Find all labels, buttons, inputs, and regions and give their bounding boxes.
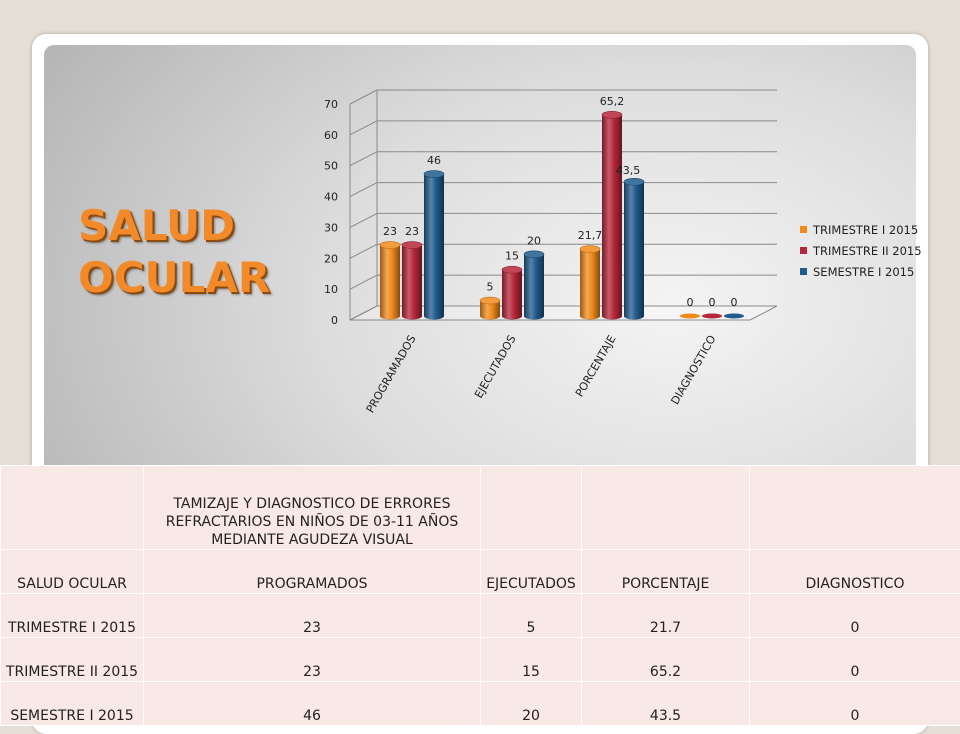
table-cell: 0	[750, 594, 960, 638]
y-tick-label: 70	[324, 98, 338, 111]
gridline-side	[350, 90, 377, 104]
table-heading: TAMIZAJE Y DIAGNOSTICO DE ERRORES REFRAC…	[144, 466, 481, 550]
bar-programados-s1-top	[380, 242, 400, 249]
table-row: TRIMESTRE II 2015 23 15 65.2 0	[1, 638, 960, 682]
gridline-side	[350, 121, 377, 135]
data-label: 0	[687, 296, 694, 309]
data-label: 21,7	[578, 229, 603, 242]
table-cell-empty	[481, 466, 582, 550]
gridline-side	[350, 183, 377, 197]
y-tick-label: 0	[331, 314, 338, 327]
bar-ejecutados-s3	[524, 254, 544, 319]
table-cell: 43.5	[582, 682, 750, 726]
table-cell: 23	[144, 638, 481, 682]
legend-item-trimestre-i: TRIMESTRE I 2015	[800, 219, 922, 240]
table-cell: 0	[750, 638, 960, 682]
y-tick-label: 30	[324, 221, 338, 234]
bar-porcentaje-s2	[602, 115, 622, 320]
data-label: 46	[427, 154, 441, 167]
table-cell: 5	[481, 594, 582, 638]
bar-porcentaje-s1-top	[580, 246, 600, 253]
table-cell-empty	[582, 466, 750, 550]
data-label: 0	[709, 296, 716, 309]
bar-diagnostico-s2	[702, 314, 722, 319]
column-header-diagnostico: DIAGNOSTICO	[750, 550, 960, 594]
category-label-programados: PROGRAMADOS	[364, 333, 419, 415]
column-header-salud-ocular: SALUD OCULAR	[1, 550, 144, 594]
gridline-side	[350, 213, 377, 227]
bar-programados-s1	[380, 245, 400, 319]
legend-label-trimestre-i: TRIMESTRE I 2015	[813, 223, 918, 237]
bar-ejecutados-s3-top	[524, 251, 544, 258]
table-cell-empty	[750, 466, 960, 550]
table-row: SEMESTRE I 2015 46 20 43.5 0	[1, 682, 960, 726]
bar-diagnostico-s1	[680, 314, 700, 319]
column-header-programados: PROGRAMADOS	[144, 550, 481, 594]
y-tick-label: 60	[324, 129, 338, 142]
table-cell: 15	[481, 638, 582, 682]
legend-swatch-trimestre-i	[800, 226, 807, 233]
data-label: 65,2	[600, 95, 625, 108]
bar-porcentaje-s2-top	[602, 111, 622, 118]
table-cell: 20	[481, 682, 582, 726]
row-label: TRIMESTRE I 2015	[1, 594, 144, 638]
data-label: 20	[527, 234, 541, 247]
row-label: SEMESTRE I 2015	[1, 682, 144, 726]
bar-programados-s2-top	[402, 242, 422, 249]
chart-legend: TRIMESTRE I 2015 TRIMESTRE II 2015 SEMES…	[800, 219, 922, 282]
table-cell: 0	[750, 682, 960, 726]
row-label: TRIMESTRE II 2015	[1, 638, 144, 682]
bar-ejecutados-s2	[502, 270, 522, 320]
data-label: 23	[405, 225, 419, 238]
table-row: TRIMESTRE I 2015 23 5 21.7 0	[1, 594, 960, 638]
bar-programados-s3	[424, 174, 444, 319]
bar-porcentaje-s1	[580, 249, 600, 319]
bar-porcentaje-s3-top	[624, 178, 644, 185]
table-cell-empty	[1, 466, 144, 550]
bar-porcentaje-s3	[624, 182, 644, 320]
legend-label-semestre-i: SEMESTRE I 2015	[813, 265, 914, 279]
table-cell: 21.7	[582, 594, 750, 638]
table-cell: 23	[144, 594, 481, 638]
legend-swatch-semestre-i	[800, 268, 807, 275]
legend-item-trimestre-ii: TRIMESTRE II 2015	[800, 240, 922, 261]
column-header-ejecutados: EJECUTADOS	[481, 550, 582, 594]
gridline-side	[350, 275, 377, 289]
legend-label-trimestre-ii: TRIMESTRE II 2015	[813, 244, 922, 258]
y-tick-label: 50	[324, 160, 338, 173]
gridline-side	[350, 244, 377, 258]
y-tick-label: 40	[324, 191, 338, 204]
column-header-porcentaje: PORCENTAJE	[582, 550, 750, 594]
bar-ejecutados-s1-top	[480, 297, 500, 304]
category-label-porcentaje: PORCENTAJE	[573, 333, 619, 399]
bar-ejecutados-s2-top	[502, 266, 522, 273]
table-header-row: SALUD OCULAR PROGRAMADOS EJECUTADOS PORC…	[1, 550, 960, 594]
bar-programados-s2	[402, 245, 422, 319]
table-cell: 65.2	[582, 638, 750, 682]
category-label-diagnostico: DIAGNOSTICO	[668, 333, 718, 407]
bar-programados-s3-top	[424, 171, 444, 178]
table-cell: 46	[144, 682, 481, 726]
bar-diagnostico-s3	[724, 314, 744, 319]
category-label-ejecutados: EJECUTADOS	[472, 333, 518, 400]
data-table: TAMIZAJE Y DIAGNOSTICO DE ERRORES REFRAC…	[0, 465, 960, 726]
data-label: 15	[505, 250, 519, 263]
y-tick-label: 10	[324, 283, 338, 296]
y-tick-label: 20	[324, 252, 338, 265]
gridline-side	[350, 152, 377, 166]
data-label: 0	[731, 296, 738, 309]
legend-item-semestre-i: SEMESTRE I 2015	[800, 261, 922, 282]
data-label: 43,5	[616, 164, 641, 177]
table-heading-row: TAMIZAJE Y DIAGNOSTICO DE ERRORES REFRAC…	[1, 466, 960, 550]
data-label: 23	[383, 225, 397, 238]
legend-swatch-trimestre-ii	[800, 247, 807, 254]
data-label: 5	[487, 281, 494, 294]
